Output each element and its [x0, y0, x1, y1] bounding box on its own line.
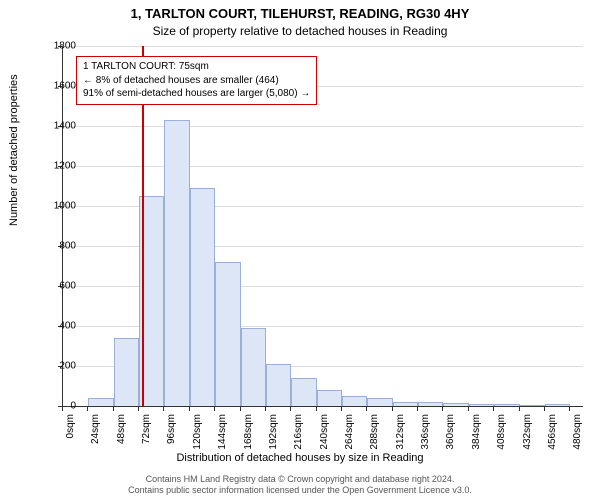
- histogram-bar: [114, 338, 139, 406]
- footer-attribution: Contains HM Land Registry data © Crown c…: [0, 474, 600, 497]
- y-tick-label: 1400: [42, 121, 76, 132]
- chart-title-main: 1, TARLTON COURT, TILEHURST, READING, RG…: [0, 6, 600, 21]
- x-tick-label: 96sqm: [166, 414, 177, 444]
- footer-line2: Contains public sector information licen…: [0, 485, 600, 496]
- histogram-bar: [215, 262, 240, 406]
- x-tick-label: 72sqm: [141, 414, 152, 444]
- histogram-bar: [291, 378, 316, 406]
- x-tick-label: 48sqm: [116, 414, 127, 444]
- histogram-bar: [367, 398, 392, 406]
- x-tick-label: 264sqm: [344, 414, 355, 450]
- chart-title-sub: Size of property relative to detached ho…: [0, 24, 600, 38]
- x-tick-label: 216sqm: [293, 414, 304, 450]
- x-tick-label: 24sqm: [90, 414, 101, 444]
- infobox-line1: 1 TARLTON COURT: 75sqm: [83, 60, 310, 74]
- histogram-bar: [88, 398, 113, 406]
- y-tick-label: 1000: [42, 201, 76, 212]
- y-tick-label: 200: [42, 361, 76, 372]
- x-tick-label: 360sqm: [445, 414, 456, 450]
- histogram-bar: [469, 404, 494, 406]
- y-tick-label: 800: [42, 241, 76, 252]
- x-tick-label: 168sqm: [243, 414, 254, 450]
- histogram-bar: [266, 364, 291, 406]
- x-tick-label: 408sqm: [496, 414, 507, 450]
- y-tick-label: 0: [42, 401, 76, 412]
- footer-line1: Contains HM Land Registry data © Crown c…: [0, 474, 600, 485]
- histogram-bar: [317, 390, 342, 406]
- y-tick-label: 1600: [42, 81, 76, 92]
- x-tick-label: 456sqm: [547, 414, 558, 450]
- histogram-bar: [494, 404, 519, 406]
- histogram-bar: [443, 403, 468, 406]
- x-tick-label: 384sqm: [471, 414, 482, 450]
- histogram-bar: [241, 328, 266, 406]
- histogram-bar: [418, 402, 443, 406]
- x-tick-label: 312sqm: [395, 414, 406, 450]
- x-tick-label: 240sqm: [319, 414, 330, 450]
- histogram-bar: [342, 396, 367, 406]
- x-axis-label: Distribution of detached houses by size …: [0, 452, 600, 464]
- x-tick-label: 288sqm: [369, 414, 380, 450]
- infobox-line3: 91% of semi-detached houses are larger (…: [83, 87, 310, 101]
- y-axis-label: Number of detached properties: [8, 74, 20, 226]
- histogram-bar: [545, 404, 570, 406]
- x-tick-label: 192sqm: [268, 414, 279, 450]
- x-tick-label: 120sqm: [192, 414, 203, 450]
- x-tick-label: 144sqm: [217, 414, 228, 450]
- x-tick-label: 336sqm: [420, 414, 431, 450]
- histogram-bar: [520, 405, 545, 406]
- y-tick-label: 1200: [42, 161, 76, 172]
- x-tick-label: 480sqm: [572, 414, 583, 450]
- infobox-line2: ← 8% of detached houses are smaller (464…: [83, 74, 310, 88]
- histogram-bar: [164, 120, 189, 406]
- x-tick-label: 0sqm: [65, 414, 76, 438]
- y-tick-label: 400: [42, 321, 76, 332]
- info-annotation-box: 1 TARLTON COURT: 75sqm ← 8% of detached …: [76, 56, 317, 105]
- y-tick-label: 600: [42, 281, 76, 292]
- histogram-bar: [393, 402, 418, 406]
- x-tick-label: 432sqm: [522, 414, 533, 450]
- histogram-bar: [190, 188, 215, 406]
- y-tick-label: 1800: [42, 41, 76, 52]
